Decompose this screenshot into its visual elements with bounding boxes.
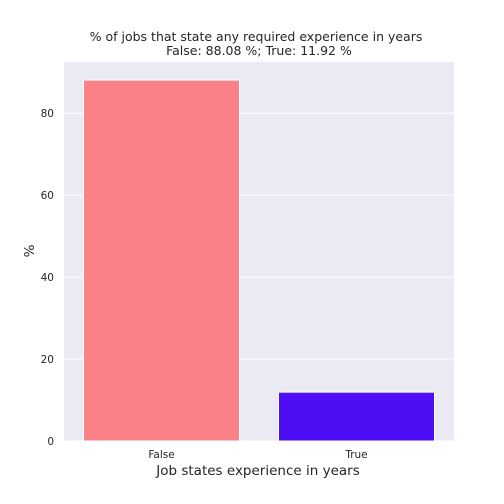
x-tick-labels: False True (148, 449, 367, 461)
bars (83, 79, 435, 442)
x-tick-label: False (148, 449, 174, 461)
y-tick-label: 0 (47, 436, 54, 448)
bar-true (278, 391, 435, 442)
chart-title: % of jobs that state any required experi… (90, 29, 423, 44)
y-tick-label: 40 (41, 272, 54, 284)
y-tick-label: 60 (41, 190, 54, 202)
x-axis-label: Job states experience in years (155, 463, 360, 479)
y-axis-label: % (22, 244, 38, 257)
y-tick-labels: 0 20 40 60 80 (41, 108, 54, 448)
chart-subtitle: False: 88.08 %; True: 11.92 % (166, 43, 352, 58)
bar-false (83, 79, 240, 442)
y-tick-label: 80 (41, 108, 54, 120)
x-tick-label: True (344, 449, 367, 461)
y-tick-label: 20 (41, 354, 54, 366)
